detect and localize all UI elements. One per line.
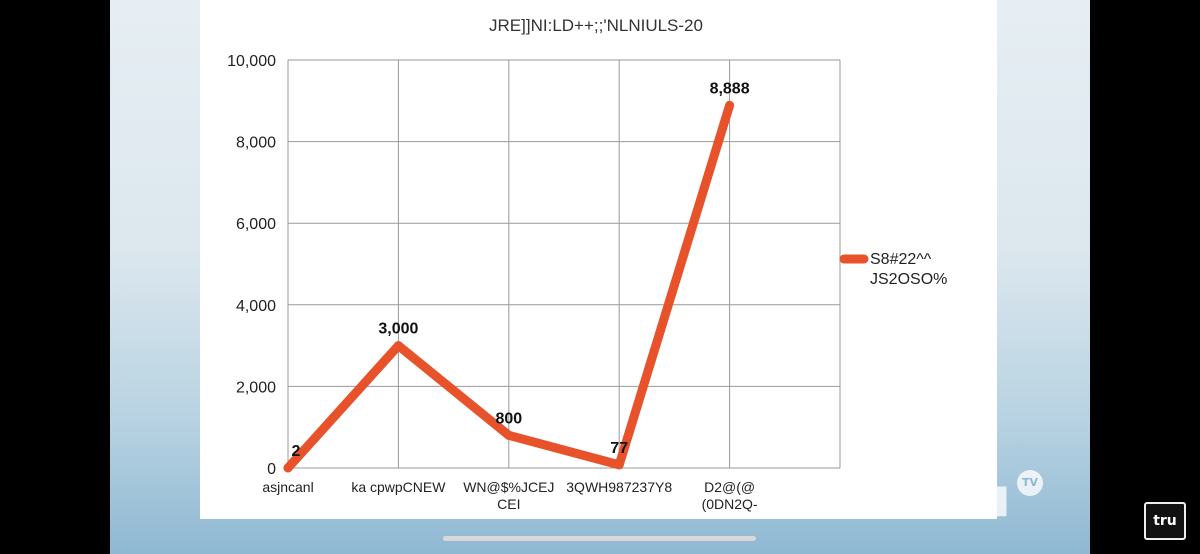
data-label: 2: [292, 443, 301, 460]
chart-title: JRE]]NI:LD++;;'NLNIULS-20: [489, 16, 703, 35]
data-point: [725, 100, 735, 110]
trutv-watermark-badge: TV: [1017, 470, 1043, 496]
data-label: 800: [495, 410, 522, 427]
legend-label: S8#22^^ JS2OSO%: [870, 251, 947, 288]
data-point: [393, 341, 403, 351]
y-tick-label: 4,000: [236, 298, 276, 315]
x-category-label: ka cpwpCNEW: [351, 479, 446, 495]
trutv-corner-logo: tru: [1144, 502, 1186, 540]
y-tick-label: 8,000: [236, 135, 276, 152]
x-category-label: D2@(@ (0DN2Q-: [702, 479, 758, 512]
data-point: [283, 463, 293, 473]
y-tick-label: 2,000: [236, 379, 276, 396]
y-tick-label: 6,000: [236, 216, 276, 233]
y-tick-label: 0: [267, 461, 276, 478]
x-category-label: 3QWH987237Y8: [566, 479, 672, 495]
data-label: 77: [610, 440, 628, 457]
chart-slide: JRE]]NI:LD++;;'NLNIULS-20 0 2,000 4,000 6,0…: [200, 0, 997, 519]
trutv-watermark: tru: [924, 466, 1011, 529]
home-indicator: [443, 536, 756, 541]
x-category-label: WN@$%JCEJ CEI: [463, 479, 554, 512]
line-chart: JRE]]NI:LD++;;'NLNIULS-20 0 2,000 4,000 6,0…: [227, 16, 947, 512]
data-label: 3,000: [378, 321, 418, 338]
data-point: [614, 460, 624, 470]
data-label: 8,888: [710, 80, 750, 97]
y-tick-label: 10,000: [227, 53, 276, 70]
data-point: [504, 430, 514, 440]
x-category-label: asjncanl: [262, 479, 313, 495]
